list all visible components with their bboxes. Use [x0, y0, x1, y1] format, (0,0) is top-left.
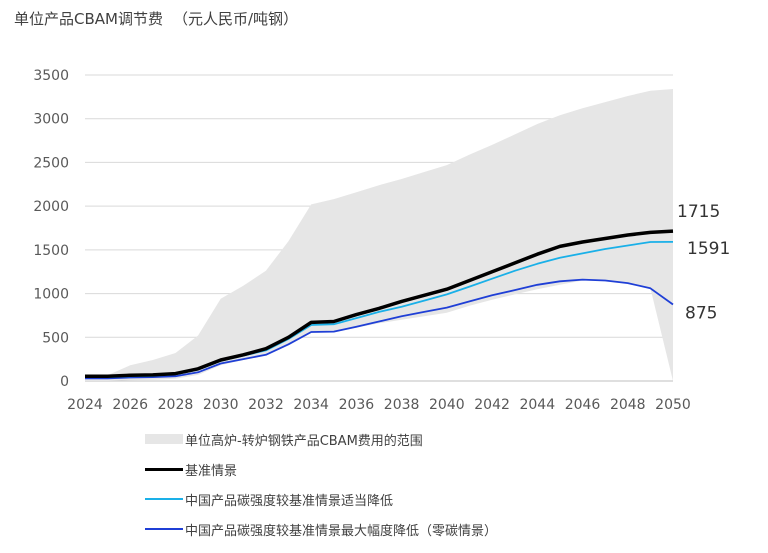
- x-tick-label: 2040: [429, 397, 465, 413]
- legend-item-moderate: 中国产品碳强度较基准情景适当降低: [145, 484, 497, 514]
- y-tick-label: 1500: [33, 243, 69, 259]
- end-label-2: 875: [685, 304, 717, 324]
- x-tick-label: 2046: [565, 397, 601, 413]
- x-tick-label: 2024: [67, 397, 103, 413]
- end-label-1: 1591: [687, 239, 730, 259]
- series-lines: [85, 229, 674, 380]
- x-tick-label: 2032: [248, 397, 284, 413]
- legend-label-zero-carbon: 中国产品碳强度较基准情景最大幅度降低（零碳情景）: [185, 523, 498, 539]
- x-tick-label: 2034: [293, 397, 329, 413]
- y-tick-label: 3000: [33, 112, 69, 128]
- end-label-0: 1715: [677, 202, 720, 222]
- y-tick-label: 1000: [33, 287, 69, 303]
- legend-label-band: 单位高炉-转炉钢铁产品CBAM费用的范围: [185, 433, 423, 449]
- series-line-2: [85, 278, 674, 380]
- range-band: [85, 89, 673, 381]
- legend-swatch-moderate: [145, 498, 183, 500]
- x-tick-label: 2036: [339, 397, 375, 413]
- legend-item-baseline: 基准情景: [145, 454, 497, 484]
- y-tick-label: 2000: [33, 199, 69, 215]
- x-axis-labels: 2024 2026 2028 2030 2032 2034 2036 2038 2040 2042…: [67, 397, 691, 413]
- legend-swatch-baseline: [145, 467, 183, 471]
- x-tick-label: 2028: [158, 397, 194, 413]
- chart-title: 单位产品CBAM调节费 （元人民币/吨钢）: [14, 8, 298, 29]
- x-tick-label: 2030: [203, 397, 239, 413]
- legend-label-baseline: 基准情景: [185, 463, 238, 479]
- legend-swatch-band: [145, 434, 183, 444]
- legend-label-moderate: 中国产品碳强度较基准情景适当降低: [185, 493, 394, 509]
- chart-title-text: 单位产品CBAM调节费: [14, 10, 163, 28]
- legend-item-band: 单位高炉-转炉钢铁产品CBAM费用的范围: [145, 424, 497, 454]
- legend-item-zero-carbon: 中国产品碳强度较基准情景最大幅度降低（零碳情景）: [145, 514, 497, 544]
- x-tick-label: 2044: [519, 397, 555, 413]
- x-tick-label: 2026: [112, 397, 148, 413]
- series-end-labels: 1715 1591 875: [677, 202, 730, 323]
- x-tick-label: 2048: [610, 397, 646, 413]
- y-tick-label: 500: [42, 330, 69, 346]
- range-band-area: [85, 89, 673, 381]
- y-tick-label: 2500: [33, 155, 69, 171]
- y-axis-labels: 0 500 1000 1500 2000 2500 3000 3500: [33, 68, 69, 390]
- legend-swatch-zero-carbon: [145, 528, 183, 530]
- x-tick-label: 2050: [655, 397, 691, 413]
- x-tick-label: 2038: [384, 397, 420, 413]
- x-tick-label: 2042: [474, 397, 510, 413]
- series-line-0: [85, 229, 674, 378]
- y-tick-label: 3500: [33, 68, 69, 84]
- legend: 单位高炉-转炉钢铁产品CBAM费用的范围 基准情景 中国产品碳强度较基准情景适当…: [145, 424, 497, 544]
- y-tick-label: 0: [60, 374, 69, 390]
- chart-unit: （元人民币/吨钢）: [172, 10, 299, 28]
